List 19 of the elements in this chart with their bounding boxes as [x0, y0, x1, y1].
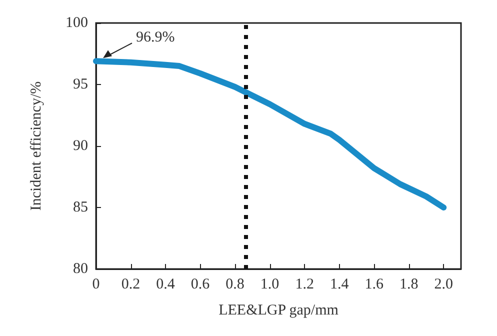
y-axis-title: Incident efficiency/% [28, 81, 44, 211]
x-axis-title: LEE&LGP gap/mm [218, 302, 339, 318]
annotation: 96.9% [136, 30, 175, 46]
x-tick-label: 1.6 [364, 276, 384, 292]
x-tick-label: 1.2 [295, 276, 314, 292]
x-tick-label: 2.0 [434, 276, 453, 292]
y-tick-label: 90 [73, 138, 88, 154]
x-tick-label: 1.4 [330, 276, 350, 292]
y-tick-label: 95 [73, 76, 88, 92]
y-tick-label: 85 [73, 200, 88, 216]
x-tick-label: 1.8 [399, 276, 418, 292]
y-tick-label: 80 [73, 261, 88, 277]
y-tick-label: 100 [66, 15, 88, 31]
x-tick-label: 0.8 [226, 276, 244, 292]
x-tick-label: 0.4 [156, 276, 176, 292]
x-tick-label: 1.0 [260, 276, 280, 292]
x-tick-label: 0.6 [190, 276, 210, 292]
x-tick-label: 0 [92, 276, 100, 292]
x-tick-label: 0.2 [121, 276, 140, 292]
